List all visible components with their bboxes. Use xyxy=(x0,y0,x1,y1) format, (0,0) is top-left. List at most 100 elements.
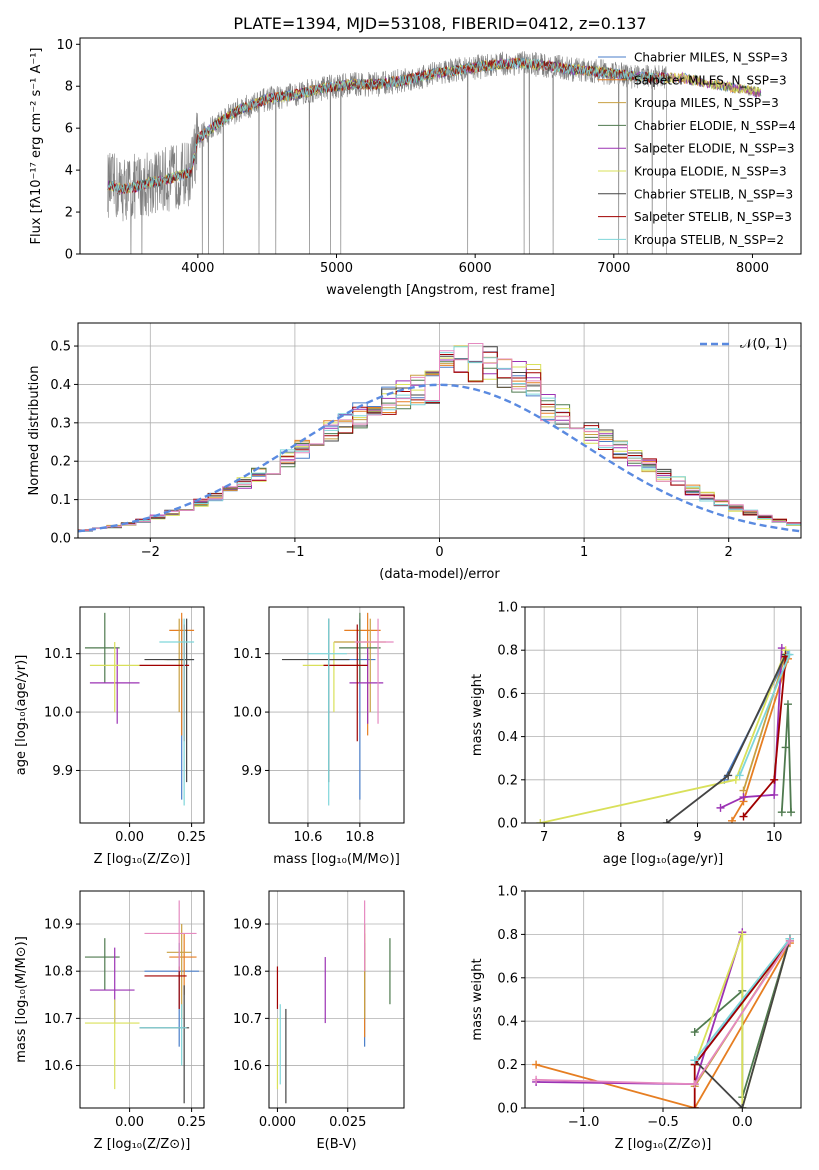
spectrum-xtick-label: 8000 xyxy=(736,261,769,276)
residuals-ytick-label: 0.0 xyxy=(50,532,71,547)
weight-series-line xyxy=(742,654,787,791)
weight-vs-age-xlabel: age [log₁₀(age/yr)] xyxy=(603,852,724,867)
weight-point-marker xyxy=(739,793,748,802)
age-vs-Z-ylabel: age [log₁₀(age/yr)] xyxy=(14,655,29,776)
weight-point-marker xyxy=(738,1104,747,1108)
spectrum-model-line xyxy=(107,58,670,195)
age-vs-Z-ytick-label: 10.0 xyxy=(44,706,73,721)
mass-vs-Z-ytick-label: 10.6 xyxy=(44,1059,73,1074)
spectrum-ytick-label: 2 xyxy=(65,206,73,221)
residual-histogram xyxy=(78,343,801,534)
weight-vs-Z-ytick-label: 0.8 xyxy=(497,928,518,943)
weight-vs-age-xtick-label: 7 xyxy=(540,830,548,845)
weight-vs-age-frame xyxy=(524,606,802,824)
weight-vs-age-xtick-label: 8 xyxy=(617,830,625,845)
errorbar-point xyxy=(89,947,135,1024)
legend-entry: Salpeter ELODIE, N_SSP=3 xyxy=(634,142,795,156)
errorbar-point xyxy=(339,612,381,683)
errorbar-point xyxy=(169,612,195,736)
weight-point-marker xyxy=(770,790,779,799)
residuals-xtick-label: −1 xyxy=(285,545,304,560)
spectrum-model-line xyxy=(107,57,670,194)
residuals-xtick-label: 2 xyxy=(725,545,733,560)
age-vs-Z-xtick-label: 0.00 xyxy=(115,830,144,845)
age-vs-mass-ytick-label: 10.0 xyxy=(233,706,262,721)
weight-series xyxy=(716,644,786,812)
legend-entry: Kroupa MILES, N_SSP=3 xyxy=(634,96,779,110)
weight-point-marker xyxy=(781,743,790,752)
mass-vs-EBV-xtick-label: 0.025 xyxy=(329,1115,366,1130)
weight-point-marker xyxy=(785,650,794,659)
mass-vs-Z-ytick-label: 10.7 xyxy=(44,1012,73,1027)
weight-series-line xyxy=(738,654,791,776)
mass-vs-Z-xlabel: Z [log₁₀(Z/Z⊙)] xyxy=(94,1137,191,1152)
weight-vs-age-xtick-label: 10 xyxy=(766,830,783,845)
spectrum-ylabel: Flux [fλ10⁻¹⁷ erg cm⁻² s⁻¹ A⁻¹] xyxy=(29,48,44,245)
weight-vs-Z-ylabel: mass weight xyxy=(470,958,485,1040)
residuals-ytick-label: 0.2 xyxy=(50,455,71,470)
spectrum-xtick-label: 5000 xyxy=(320,261,353,276)
legend-entry: Chabrier MILES, N_SSP=3 xyxy=(634,51,788,65)
weight-series-line xyxy=(693,938,791,1061)
weight-point-marker xyxy=(785,936,794,945)
mass-vs-EBV-ytick-label: 10.8 xyxy=(233,965,262,980)
spectrum-ytick-label: 10 xyxy=(56,38,73,53)
errorbar-point xyxy=(166,618,195,800)
weight-series-line xyxy=(780,704,792,813)
residuals-panel: 𝒩(0, 1) −2 −1 0 1 2 0.0 0.1 0.2 0.3 0.4 0.5 (data-mo… xyxy=(27,322,802,582)
spectrum-ytick-label: 6 xyxy=(65,122,73,137)
spectrum-plot xyxy=(107,51,762,254)
weight-series xyxy=(532,936,794,1089)
weight-vs-age-xtick-label: 9 xyxy=(693,830,701,845)
weight-vs-Z-plot xyxy=(532,928,794,1108)
weight-point-marker xyxy=(731,775,740,784)
errorbar-point xyxy=(84,938,120,991)
spectrum-legend: Chabrier MILES, N_SSP=3 Salpeter MILES, N… xyxy=(598,51,796,247)
errorbar-point xyxy=(84,612,120,683)
age-vs-mass-xtick-label: 10.8 xyxy=(345,830,374,845)
errorbar-point xyxy=(144,900,197,972)
weight-vs-age-plot xyxy=(536,644,796,823)
weight-vs-Z-xlabel: Z [log₁₀(Z/Z⊙)] xyxy=(615,1137,712,1152)
mass-vs-EBV-frame xyxy=(268,890,405,1109)
spectrum-xlabel: wavelength [Angstrom, rest frame] xyxy=(326,283,555,298)
errorbar-point xyxy=(84,999,140,1090)
weight-vs-Z-xtick-label: −1.0 xyxy=(568,1115,600,1130)
errorbar-point xyxy=(302,642,360,713)
residuals-xtick-label: 0 xyxy=(435,545,443,560)
weight-series-line xyxy=(694,938,791,1108)
age-vs-Z-xlabel: Z [log₁₀(Z/Z⊙)] xyxy=(94,852,191,867)
residuals-plot xyxy=(78,343,801,534)
mass-vs-Z-panel: 0.00 0.25 10.6 10.7 10.8 10.9 Z [log₁₀(Z/Z⊙)] m… xyxy=(14,890,206,1152)
weight-point-marker xyxy=(735,771,744,780)
residuals-ytick-label: 0.1 xyxy=(50,493,71,508)
weight-point-marker xyxy=(690,1056,699,1065)
weight-vs-Z-xtick-label: 0.0 xyxy=(732,1115,753,1130)
errorbar-point xyxy=(323,624,368,742)
mass-vs-EBV-ytick-label: 10.9 xyxy=(233,918,262,933)
weight-series-line xyxy=(666,654,787,823)
mass-vs-Z-ytick-label: 10.9 xyxy=(44,918,73,933)
age-vs-mass-xlabel: mass [log₁₀(M/M⊙)] xyxy=(273,852,400,867)
legend-entry: Kroupa STELIB, N_SSP=2 xyxy=(634,233,784,247)
weight-point-marker xyxy=(728,816,736,823)
residuals-xlabel: (data-model)/error xyxy=(379,567,500,582)
weight-point-marker xyxy=(716,803,725,812)
residuals-xtick-label: 1 xyxy=(580,545,588,560)
mass-vs-EBV-ytick-label: 10.6 xyxy=(233,1059,262,1074)
mass-vs-Z-xtick-label: 0.25 xyxy=(177,1115,206,1130)
weight-point-marker xyxy=(777,808,786,817)
mass-vs-Z-xtick-label: 0.00 xyxy=(115,1115,144,1130)
figure-title: PLATE=1394, MJD=53108, FIBERID=0412, z=0… xyxy=(233,14,646,33)
errorbar-point xyxy=(139,1004,187,1066)
weight-vs-Z-ytick-label: 1.0 xyxy=(497,885,518,900)
age-vs-Z-plot xyxy=(84,612,195,806)
weight-vs-Z-ytick-label: 0.6 xyxy=(497,971,518,986)
weight-point-marker xyxy=(770,775,779,784)
weight-point-marker xyxy=(739,812,748,821)
spectrum-panel: Chabrier MILES, N_SSP=3 Salpeter MILES, N… xyxy=(29,37,802,298)
errorbar-point xyxy=(281,618,350,783)
weight-vs-Z-panel: −1.0 −0.5 0.0 0.0 0.2 0.4 0.6 0.8 1.0 Z [log₁₀(Z/… xyxy=(470,885,802,1152)
errorbar-point xyxy=(307,618,347,806)
